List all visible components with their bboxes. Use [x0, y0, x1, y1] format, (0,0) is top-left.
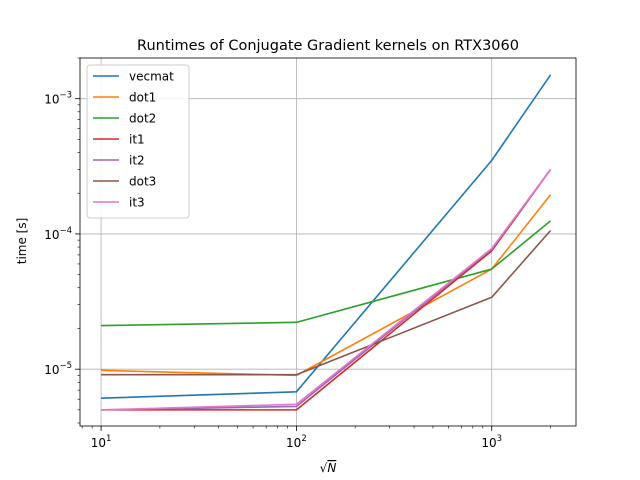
- legend-label: it1: [129, 133, 145, 147]
- legend-label: dot1: [129, 91, 156, 105]
- x-tick-label: 102: [286, 434, 307, 450]
- series-line-dot2: [101, 220, 552, 327]
- x-tick-label: 103: [481, 434, 502, 450]
- y-axis-label: time [s]: [15, 218, 29, 265]
- y-tick-label: 10−5: [44, 361, 72, 377]
- y-tick-label-exp: −4: [59, 226, 72, 236]
- series-line-vecmat: [101, 74, 552, 399]
- legend-label: it2: [129, 154, 145, 168]
- legend: vecmat dot1 dot2 it1 it2 dot3 it3: [86, 64, 190, 219]
- x-tick-label-base: 10: [286, 436, 301, 450]
- chart-title: Runtimes of Conjugate Gradient kernels o…: [137, 38, 519, 54]
- legend-label: dot3: [129, 175, 156, 189]
- x-axis-label-radical: √: [320, 461, 328, 475]
- plot-frame: [79, 57, 577, 427]
- legend-label: it3: [129, 196, 145, 210]
- y-tick-label-base: 10: [44, 93, 59, 107]
- x-tick-label-exp: 1: [106, 434, 111, 444]
- x-tick-label-base: 10: [481, 436, 496, 450]
- legend-label: dot2: [129, 112, 156, 126]
- legend-label: vecmat: [129, 70, 174, 84]
- y-tick-label-exp: −3: [59, 91, 72, 101]
- y-tick-label-base: 10: [44, 363, 59, 377]
- y-tick-label: 10−3: [44, 91, 72, 107]
- x-tick-label: 101: [91, 434, 112, 450]
- y-tick-label-exp: −5: [59, 361, 72, 371]
- x-axis-label: √N: [320, 461, 337, 475]
- x-tick-label-exp: 3: [497, 434, 502, 444]
- series-line-it3: [101, 168, 552, 411]
- x-tick-label-exp: 2: [301, 434, 306, 444]
- y-tick-label-base: 10: [44, 228, 59, 242]
- series-line-dot1: [101, 194, 552, 377]
- x-tick-label-base: 10: [91, 436, 106, 450]
- y-tick-label: 10−4: [44, 226, 72, 242]
- series-lines: [101, 74, 552, 411]
- x-axis-label-var: N: [327, 461, 336, 475]
- series-line-dot3: [101, 229, 552, 376]
- legend-box: [86, 64, 190, 219]
